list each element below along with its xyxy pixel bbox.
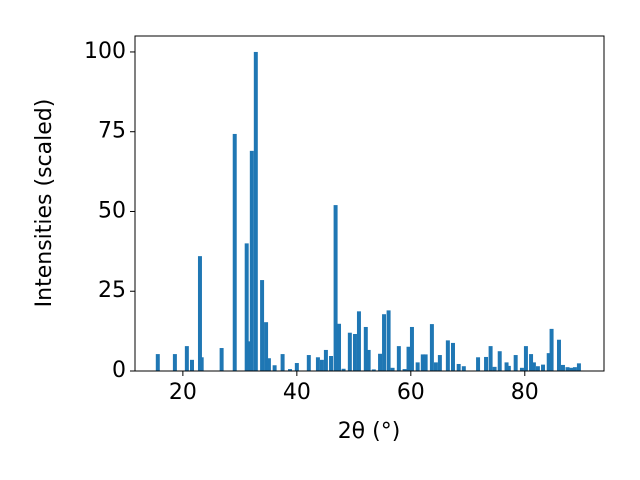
bar xyxy=(560,364,565,371)
bar xyxy=(253,51,258,371)
bar xyxy=(546,353,551,371)
bar xyxy=(523,346,528,371)
bar xyxy=(264,322,269,371)
bar xyxy=(506,365,511,371)
bar xyxy=(352,333,357,371)
x-tick-label: 20 xyxy=(169,380,197,405)
bar xyxy=(576,363,581,371)
bar xyxy=(323,349,328,371)
bar xyxy=(476,357,481,371)
y-tick-label: 25 xyxy=(98,278,126,303)
bar xyxy=(319,359,324,371)
bar xyxy=(437,355,442,371)
bar xyxy=(461,366,466,371)
bar xyxy=(280,354,285,371)
y-tick-label: 0 xyxy=(112,358,126,383)
bar xyxy=(541,364,546,371)
bar xyxy=(244,243,249,371)
bar xyxy=(456,363,461,371)
x-tick-label: 80 xyxy=(511,380,539,405)
bar xyxy=(423,354,428,371)
bar xyxy=(497,351,502,371)
bar xyxy=(386,310,391,371)
bar xyxy=(549,328,554,371)
y-axis-label: Intensities (scaled) xyxy=(32,99,57,308)
bar xyxy=(294,363,299,371)
bar xyxy=(429,324,434,371)
bar xyxy=(219,348,224,371)
bar xyxy=(565,367,570,371)
bar xyxy=(450,342,455,371)
bar xyxy=(371,369,376,371)
bar xyxy=(249,150,254,371)
bar xyxy=(529,354,534,371)
bar xyxy=(363,326,368,371)
bar xyxy=(402,369,407,371)
x-tick-label: 40 xyxy=(283,380,311,405)
bar xyxy=(184,346,189,371)
bar xyxy=(415,362,420,371)
bar xyxy=(513,355,518,371)
bar xyxy=(488,346,493,371)
bar xyxy=(246,341,251,371)
bar xyxy=(306,355,311,371)
bar xyxy=(406,346,411,371)
bar xyxy=(260,280,265,371)
bar xyxy=(288,369,292,371)
bar xyxy=(378,353,383,371)
bar xyxy=(266,358,271,371)
bar xyxy=(519,367,524,371)
bar xyxy=(420,354,425,371)
bar xyxy=(347,332,352,371)
bar xyxy=(433,362,438,371)
bar xyxy=(197,256,202,371)
bar xyxy=(531,362,536,371)
bar xyxy=(341,368,346,371)
bar xyxy=(272,365,277,371)
bar xyxy=(504,362,509,371)
y-tick-label: 50 xyxy=(98,198,126,223)
bar xyxy=(382,314,387,371)
bar xyxy=(329,356,334,371)
bar xyxy=(155,354,160,371)
bar xyxy=(315,357,320,371)
bar xyxy=(172,354,177,371)
bar xyxy=(396,346,401,371)
bar xyxy=(189,359,194,371)
bar xyxy=(572,367,577,371)
plot-frame xyxy=(134,35,605,372)
bar xyxy=(366,349,371,371)
bar xyxy=(333,205,338,371)
bar xyxy=(390,367,395,371)
bar xyxy=(492,366,497,371)
y-tick-label: 100 xyxy=(84,39,126,64)
y-tick-label: 75 xyxy=(98,119,126,144)
bar xyxy=(337,323,342,371)
bar xyxy=(409,326,414,371)
bar xyxy=(484,356,489,371)
bar xyxy=(232,133,237,371)
bar xyxy=(445,340,450,371)
bar xyxy=(356,311,361,371)
bar xyxy=(199,357,204,371)
bar xyxy=(535,366,540,371)
x-axis-label: 2θ (°) xyxy=(338,419,401,444)
bar xyxy=(556,339,561,371)
bar xyxy=(569,367,574,371)
x-tick-label: 60 xyxy=(397,380,425,405)
